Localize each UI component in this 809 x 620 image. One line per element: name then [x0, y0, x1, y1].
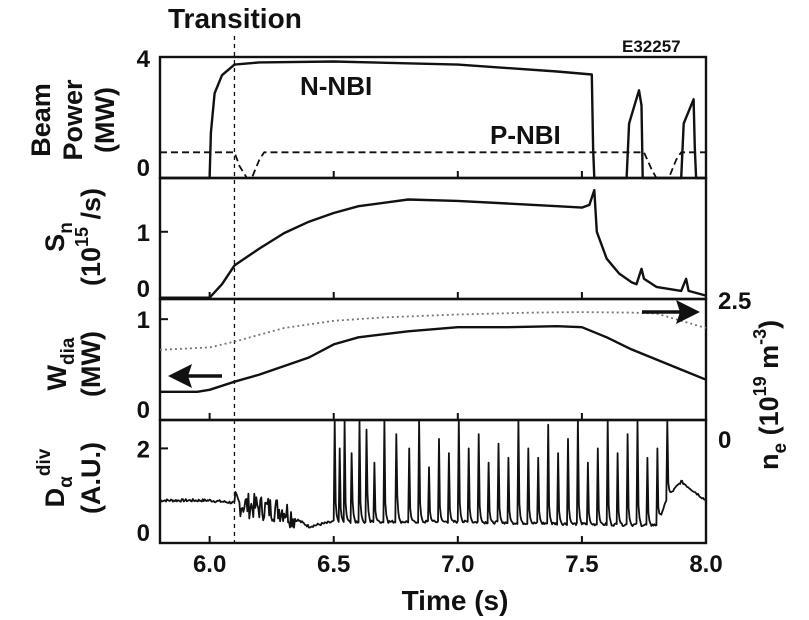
ylabel-density-right: ne (1019 m-3) [750, 320, 791, 470]
y-tick-label: 0 [137, 397, 150, 424]
data-traces [159, 60, 707, 529]
svg-text:(1015 /s): (1015 /s) [72, 188, 106, 286]
panel-frames [158, 55, 708, 545]
x-tick-label: 8.0 [689, 551, 722, 578]
x-axis-label: Time (s) [402, 585, 509, 616]
ylabel-d-alpha: Dαdiv (A.U.) [34, 442, 106, 514]
series-label-p-nbi: P-NBI [490, 120, 561, 150]
svg-text:(A.U.): (A.U.) [76, 442, 106, 514]
axis-ticks: 6.0 6.5 7.0 7.5 8.0 0 4 0 1 0 1 0 2 0 2.5 [137, 46, 752, 578]
svg-text:ne (1019 m-3): ne (1019 m-3) [750, 320, 791, 470]
ylabel-beam-power: Beam Power (MW) [26, 79, 120, 161]
y-tick-label: 1 [137, 220, 150, 247]
svg-text:Dαdiv: Dαdiv [34, 448, 77, 507]
series-label-n-nbi: N-NBI [300, 71, 372, 101]
svg-text:Sn: Sn [40, 222, 77, 252]
svg-text:(MW): (MW) [90, 87, 120, 153]
svg-text:(MW): (MW) [76, 331, 106, 397]
svg-text:Power: Power [58, 79, 88, 161]
panel-frame-2 [158, 176, 708, 301]
y-tick-label: 0 [137, 276, 150, 303]
y-tick-label: 1 [137, 307, 150, 334]
x-tick-label: 7.0 [441, 551, 474, 578]
shot-number-label: E32257 [622, 37, 681, 56]
series-line-d-alpha [159, 419, 707, 529]
right-y-tick-label: 2.5 [718, 288, 751, 315]
right-y-tick-label: 0 [718, 427, 731, 454]
right-axis-arrow [642, 300, 700, 324]
x-tick-label: 6.0 [193, 551, 226, 578]
panel-frame-3 [158, 297, 708, 422]
y-tick-label: 2 [137, 436, 150, 463]
series-line-panel1-1 [160, 60, 706, 180]
svg-text:Wdia: Wdia [42, 337, 79, 390]
y-tick-label: 0 [137, 155, 150, 182]
svg-text:Beam: Beam [26, 83, 56, 157]
ylabel-stored-energy: Wdia (MW) [42, 331, 106, 397]
x-tick-label: 6.5 [317, 551, 350, 578]
series-line-panel2-1 [160, 188, 707, 299]
transition-label: Transition [168, 3, 302, 34]
y-tick-label: 4 [137, 46, 151, 73]
panel-frame-4 [158, 418, 708, 545]
series-line-panel3-2 [159, 311, 707, 351]
y-tick-label: 0 [137, 520, 150, 547]
panel-frame-1 [158, 55, 708, 180]
left-axis-arrow [168, 364, 222, 388]
ylabel-neutron-rate: Sn (1015 /s) [40, 188, 106, 286]
series-line-panel3-1 [160, 325, 707, 393]
series-line-panel1-2 [160, 151, 706, 179]
x-tick-label: 7.5 [565, 551, 598, 578]
